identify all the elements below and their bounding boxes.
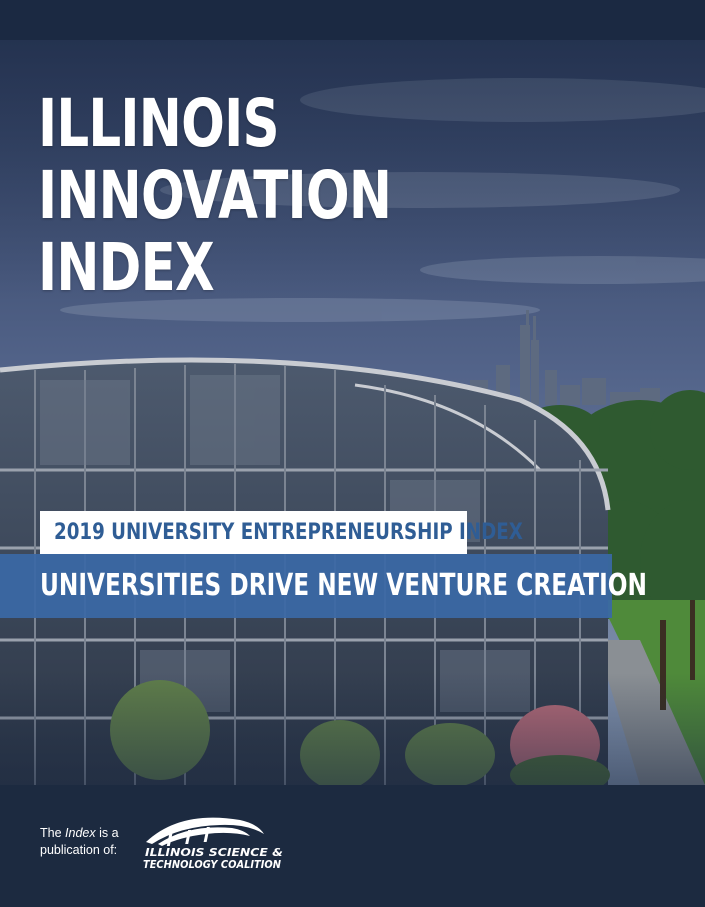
title-line-1: ILLINOIS: [38, 85, 280, 162]
publication-suffix: is a: [95, 826, 119, 840]
logo-line-2: TECHNOLOGY COALITION: [143, 858, 281, 871]
publication-prefix: The: [40, 826, 66, 840]
footer-band: The Index is a publication of: ILLINOIS S…: [0, 785, 705, 907]
publication-note: The Index is a publication of:: [40, 825, 119, 859]
top-bar: [0, 0, 705, 40]
publication-italic: Index: [65, 826, 96, 840]
subtitle-box: 2019 UNIVERSITY ENTREPRENEURSHIP INDEX: [40, 511, 523, 554]
headline-band: UNIVERSITIES DRIVE NEW VENTURE CREATION: [0, 554, 647, 618]
logo-line-1: ILLINOIS SCIENCE &: [145, 846, 283, 859]
cover-title: ILLINOIS INNOVATION INDEX: [38, 85, 392, 306]
headline: UNIVERSITIES DRIVE NEW VENTURE CREATION: [40, 568, 648, 603]
cover-photo: [0, 40, 705, 785]
arch-swoosh-icon: [146, 817, 264, 846]
subtitle: 2019 UNIVERSITY ENTREPRENEURSHIP INDEX: [54, 520, 523, 545]
istc-logo: ILLINOIS SCIENCE & TECHNOLOGY COALITION: [143, 817, 283, 871]
publication-line-2: publication of:: [40, 843, 118, 857]
title-line-3: INDEX: [38, 229, 215, 306]
title-line-2: INNOVATION: [38, 157, 392, 234]
